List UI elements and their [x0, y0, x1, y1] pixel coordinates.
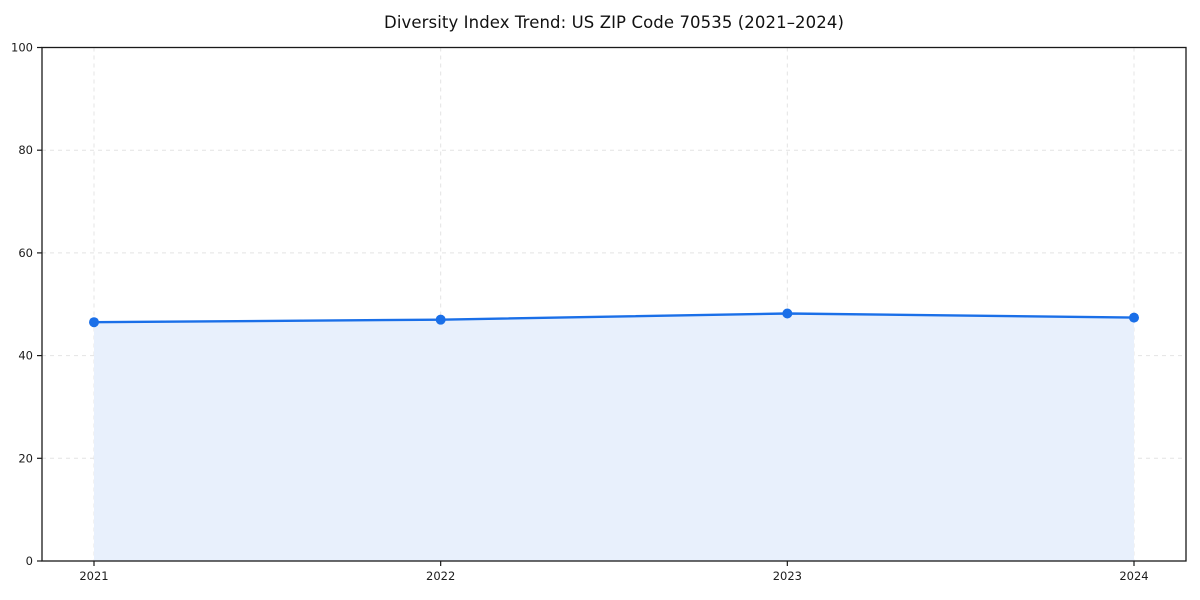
x-tick-label: 2021 [79, 569, 108, 583]
data-point [89, 317, 99, 328]
y-tick-label: 40 [18, 349, 33, 363]
data-point [782, 308, 793, 319]
x-tick-label: 2024 [1119, 569, 1148, 583]
y-tick-label: 0 [26, 554, 33, 568]
series-area-fill [94, 313, 1134, 561]
data-point [435, 314, 446, 325]
x-tick-label: 2023 [773, 569, 802, 583]
axis-tick-labels: 0 20 40 60 80 100 2021 2022 2023 2024 [11, 41, 1149, 584]
series-line [92, 312, 1136, 324]
chart-title: Diversity Index Trend: US ZIP Code 70535… [384, 13, 844, 32]
y-tick-label: 80 [18, 143, 33, 157]
x-tick-label: 2022 [426, 569, 455, 583]
series-markers [89, 308, 1139, 328]
axis-ticks [37, 46, 1135, 566]
y-tick-label: 60 [18, 246, 33, 260]
y-tick-label: 20 [18, 451, 33, 465]
axes-spines [41, 46, 1187, 562]
y-tick-label: 100 [11, 41, 33, 55]
data-point [1129, 312, 1139, 323]
